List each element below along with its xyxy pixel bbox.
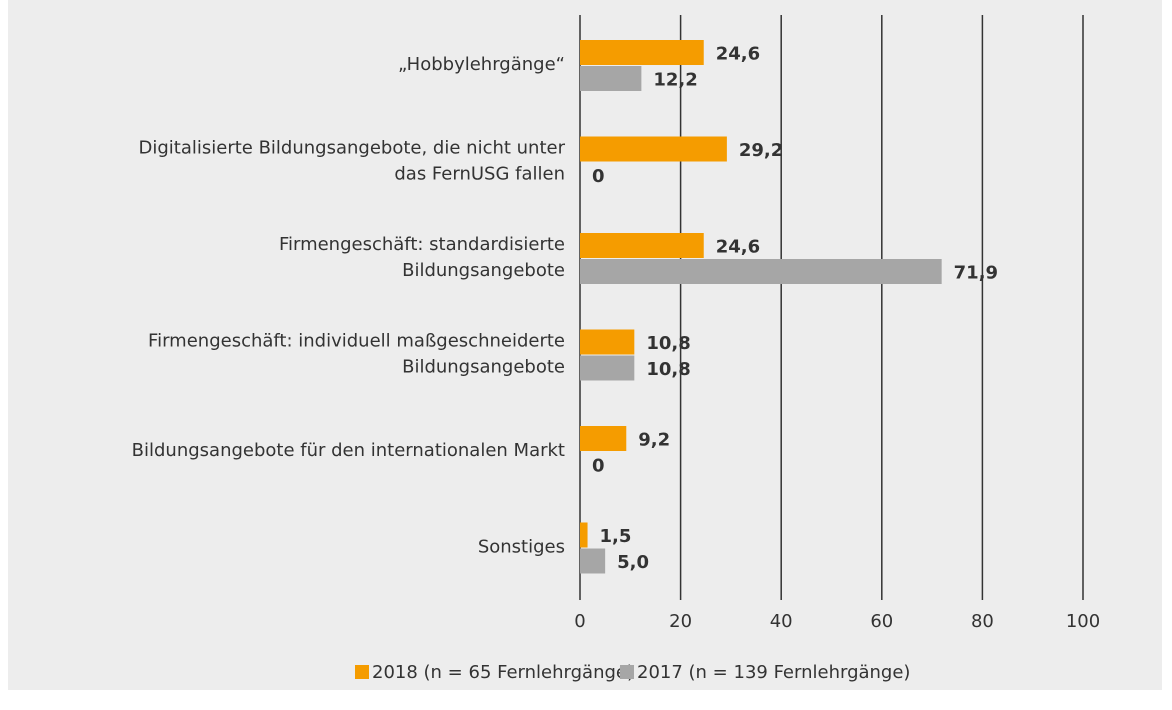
x-tick-label: 100 — [1066, 611, 1100, 632]
bar — [580, 40, 704, 65]
x-tick-label: 40 — [770, 611, 793, 632]
y-tick-label: Firmengeschäft: individuell maßgeschneid… — [148, 331, 565, 378]
bar — [580, 259, 942, 284]
y-tick-label: „Hobbylehrgänge“ — [398, 54, 565, 75]
value-label: 29,2 — [739, 140, 783, 161]
bar — [580, 548, 606, 574]
value-label: 0 — [592, 166, 605, 187]
legend-swatch — [620, 665, 634, 679]
bar — [580, 329, 635, 355]
value-label: 12,2 — [653, 70, 697, 91]
value-label: 5,0 — [617, 552, 649, 573]
value-label: 9,2 — [638, 430, 670, 451]
legend-label: 2017 (n = 139 Fernlehrgänge) — [637, 662, 910, 683]
bar — [580, 233, 704, 258]
bar — [580, 522, 588, 548]
x-tick-label: 60 — [870, 611, 893, 632]
value-label: 71,9 — [954, 263, 998, 284]
y-tick-label: Bildungsangebote für den internationalen… — [132, 440, 565, 461]
y-tick-label: Digitalisierte Bildungsangebote, die nic… — [139, 138, 566, 185]
legend-swatch — [355, 665, 369, 679]
value-label: 24,6 — [716, 44, 760, 65]
value-label: 1,5 — [600, 526, 632, 547]
value-label: 24,6 — [716, 237, 760, 258]
bar — [580, 66, 642, 91]
value-label: 10,8 — [646, 359, 690, 380]
x-tick-label: 80 — [971, 611, 994, 632]
legend-label: 2018 (n = 65 Fernlehrgänge) — [372, 662, 634, 683]
bar — [580, 355, 635, 381]
x-tick-label: 20 — [669, 611, 692, 632]
bar — [580, 426, 627, 451]
y-tick-label: Firmengeschäft: standardisierte Bildungsa… — [279, 234, 565, 281]
value-label: 10,8 — [646, 333, 690, 354]
bar — [580, 136, 727, 162]
y-tick-label: Sonstiges — [478, 537, 565, 558]
x-tick-label: 0 — [574, 611, 585, 632]
value-label: 0 — [592, 456, 605, 477]
